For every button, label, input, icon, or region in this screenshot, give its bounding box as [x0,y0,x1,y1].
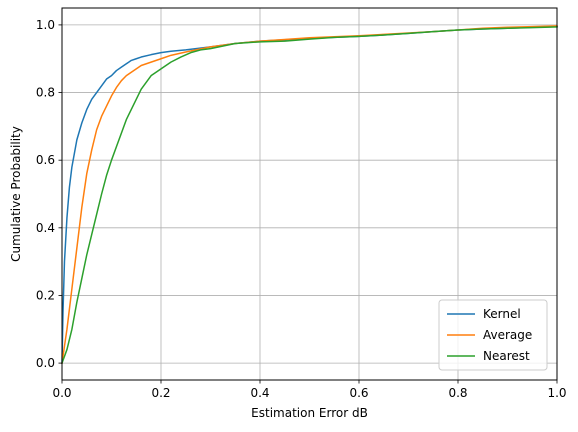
legend-label-kernel: Kernel [483,307,521,321]
legend-label-nearest: Nearest [483,349,530,363]
legend-label-average: Average [483,328,532,342]
x-tick-label: 0.4 [250,386,269,400]
x-tick-label: 0.2 [151,386,170,400]
x-tick-label: 0.0 [52,386,71,400]
y-tick-label: 0.4 [36,221,55,235]
x-tick-label: 0.6 [349,386,368,400]
y-axis-ticks: 0.0 0.2 0.4 0.6 0.8 1.0 [36,18,62,370]
y-tick-label: 0.2 [36,288,55,302]
legend-box [438,299,548,371]
x-axis-ticks: 0.0 0.2 0.4 0.6 0.8 1.0 [52,380,567,400]
legend: Kernel Average Nearest [438,299,548,371]
series-lines [61,25,558,365]
x-axis-label: Estimation Error dB [251,406,368,420]
y-tick-label: 1.0 [36,18,55,32]
y-tick-label: 0.6 [36,153,55,167]
plot-frame [61,7,558,381]
grid-lines [61,8,558,380]
series-line-nearest [61,26,558,365]
y-tick-label: 0.0 [36,356,55,370]
x-tick-label: 0.8 [448,386,467,400]
y-axis-label: Cumulative Probability [9,126,23,262]
y-tick-label: 0.8 [36,86,55,100]
x-tick-label: 1.0 [547,386,566,400]
